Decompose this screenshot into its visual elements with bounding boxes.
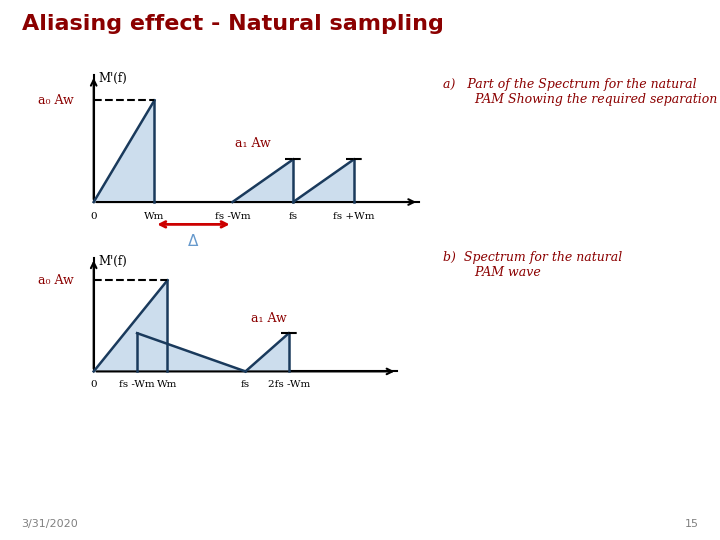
Text: fs +Wm: fs +Wm (333, 212, 374, 221)
Polygon shape (137, 333, 246, 372)
Text: fs: fs (289, 212, 298, 221)
Text: 2fs -Wm: 2fs -Wm (268, 380, 310, 389)
Polygon shape (94, 280, 168, 372)
Text: b)  Spectrum for the natural
        PAM wave: b) Spectrum for the natural PAM wave (443, 251, 622, 279)
Text: a)   Part of the Spectrum for the natural
        PAM Showing the required separ: a) Part of the Spectrum for the natural … (443, 78, 717, 106)
Text: Aliasing effect - Natural sampling: Aliasing effect - Natural sampling (22, 14, 444, 33)
Polygon shape (233, 159, 293, 202)
Text: fs -Wm: fs -Wm (215, 212, 251, 221)
Text: 0: 0 (91, 212, 97, 221)
Text: M'(f): M'(f) (99, 72, 127, 85)
Text: fs -Wm: fs -Wm (120, 380, 155, 389)
Polygon shape (246, 333, 289, 372)
Text: Δ: Δ (188, 233, 199, 248)
Polygon shape (94, 100, 154, 202)
Text: a₁ Aw: a₁ Aw (251, 312, 287, 325)
Text: M'(f): M'(f) (99, 255, 127, 268)
Text: 0: 0 (91, 380, 97, 389)
Text: Wm: Wm (157, 380, 178, 389)
Text: fs: fs (241, 380, 250, 389)
Text: a₁ Aw: a₁ Aw (235, 137, 271, 150)
Text: 3/31/2020: 3/31/2020 (22, 519, 78, 529)
Text: Wm: Wm (144, 212, 165, 221)
Text: a₀ Aw: a₀ Aw (38, 274, 74, 287)
Polygon shape (293, 159, 354, 202)
Text: a₀ Aw: a₀ Aw (38, 94, 74, 107)
Text: 15: 15 (685, 519, 698, 529)
